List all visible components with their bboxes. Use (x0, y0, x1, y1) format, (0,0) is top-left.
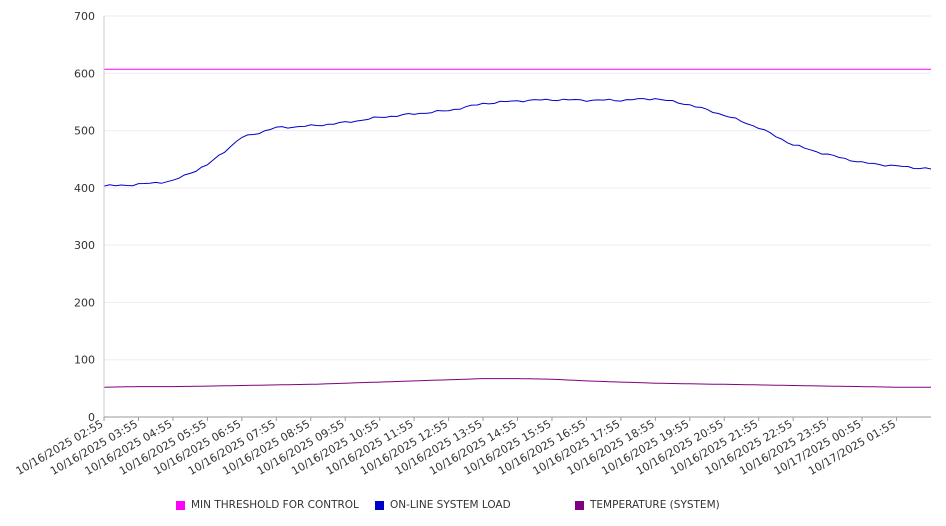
y-tick-label: 300 (74, 239, 95, 252)
y-tick-label: 600 (74, 67, 95, 80)
legend-item-min-threshold: MIN THRESHOLD FOR CONTROL (176, 499, 359, 511)
legend-item-temperature: TEMPERATURE (SYSTEM) (575, 499, 720, 511)
legend-swatch-min-threshold (176, 500, 185, 510)
y-tick-label: 200 (74, 296, 95, 309)
y-tick-label: 0 (88, 411, 95, 424)
y-tick-label: 700 (74, 10, 95, 23)
series-line-system-load (103, 98, 932, 187)
y-tick-label: 400 (74, 182, 95, 195)
legend: MIN THRESHOLD FOR CONTROL ON-LINE SYSTEM… (0, 499, 946, 513)
series-line-temperature (103, 378, 931, 388)
y-tick-label: 100 (74, 354, 95, 367)
legend-label-min-threshold: MIN THRESHOLD FOR CONTROL (191, 499, 359, 511)
legend-label-system-load: ON-LINE SYSTEM LOAD (390, 499, 511, 511)
legend-swatch-temperature (575, 500, 584, 510)
legend-label-temperature: TEMPERATURE (SYSTEM) (590, 499, 720, 511)
legend-item-system-load: ON-LINE SYSTEM LOAD (375, 499, 511, 511)
y-tick-label: 500 (74, 125, 95, 138)
series-lines (103, 68, 932, 388)
y-axis-ticks: 0 100 200 300 400 500 600 700 (74, 10, 95, 424)
gridlines (104, 15, 931, 361)
legend-swatch-system-load (375, 500, 384, 510)
